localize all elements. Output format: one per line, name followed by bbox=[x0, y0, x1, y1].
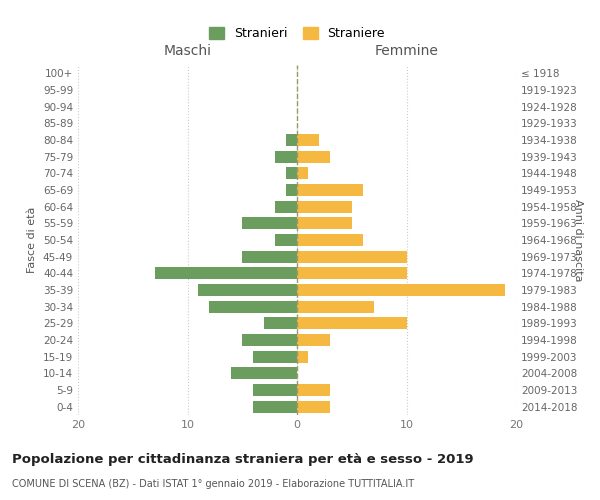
Bar bbox=[297, 250, 407, 262]
Bar bbox=[275, 200, 297, 212]
Text: COMUNE DI SCENA (BZ) - Dati ISTAT 1° gennaio 2019 - Elaborazione TUTTITALIA.IT: COMUNE DI SCENA (BZ) - Dati ISTAT 1° gen… bbox=[12, 479, 414, 489]
Text: Maschi: Maschi bbox=[163, 44, 212, 59]
Y-axis label: Anni di nascita: Anni di nascita bbox=[573, 198, 583, 281]
Bar bbox=[275, 234, 297, 246]
Y-axis label: Fasce di età: Fasce di età bbox=[28, 207, 37, 273]
Bar bbox=[297, 200, 352, 212]
Bar bbox=[286, 168, 297, 179]
Bar bbox=[155, 268, 297, 280]
Bar bbox=[297, 384, 330, 396]
Bar bbox=[242, 218, 297, 230]
Bar bbox=[297, 150, 330, 162]
Bar bbox=[286, 184, 297, 196]
Bar bbox=[297, 334, 330, 346]
Bar bbox=[253, 384, 297, 396]
Bar bbox=[242, 250, 297, 262]
Bar bbox=[297, 300, 374, 312]
Bar bbox=[209, 300, 297, 312]
Bar bbox=[264, 318, 297, 330]
Text: Femmine: Femmine bbox=[374, 44, 439, 59]
Bar bbox=[297, 318, 407, 330]
Bar bbox=[297, 184, 362, 196]
Bar bbox=[286, 134, 297, 146]
Bar bbox=[297, 350, 308, 362]
Legend: Stranieri, Straniere: Stranieri, Straniere bbox=[204, 22, 390, 46]
Bar bbox=[253, 350, 297, 362]
Bar bbox=[232, 368, 297, 380]
Bar bbox=[297, 134, 319, 146]
Bar bbox=[297, 268, 407, 280]
Bar bbox=[275, 150, 297, 162]
Bar bbox=[297, 400, 330, 412]
Bar bbox=[199, 284, 297, 296]
Bar bbox=[297, 284, 505, 296]
Bar bbox=[297, 234, 362, 246]
Bar bbox=[242, 334, 297, 346]
Bar bbox=[297, 168, 308, 179]
Bar bbox=[253, 400, 297, 412]
Bar bbox=[297, 218, 352, 230]
Text: Popolazione per cittadinanza straniera per età e sesso - 2019: Popolazione per cittadinanza straniera p… bbox=[12, 452, 473, 466]
